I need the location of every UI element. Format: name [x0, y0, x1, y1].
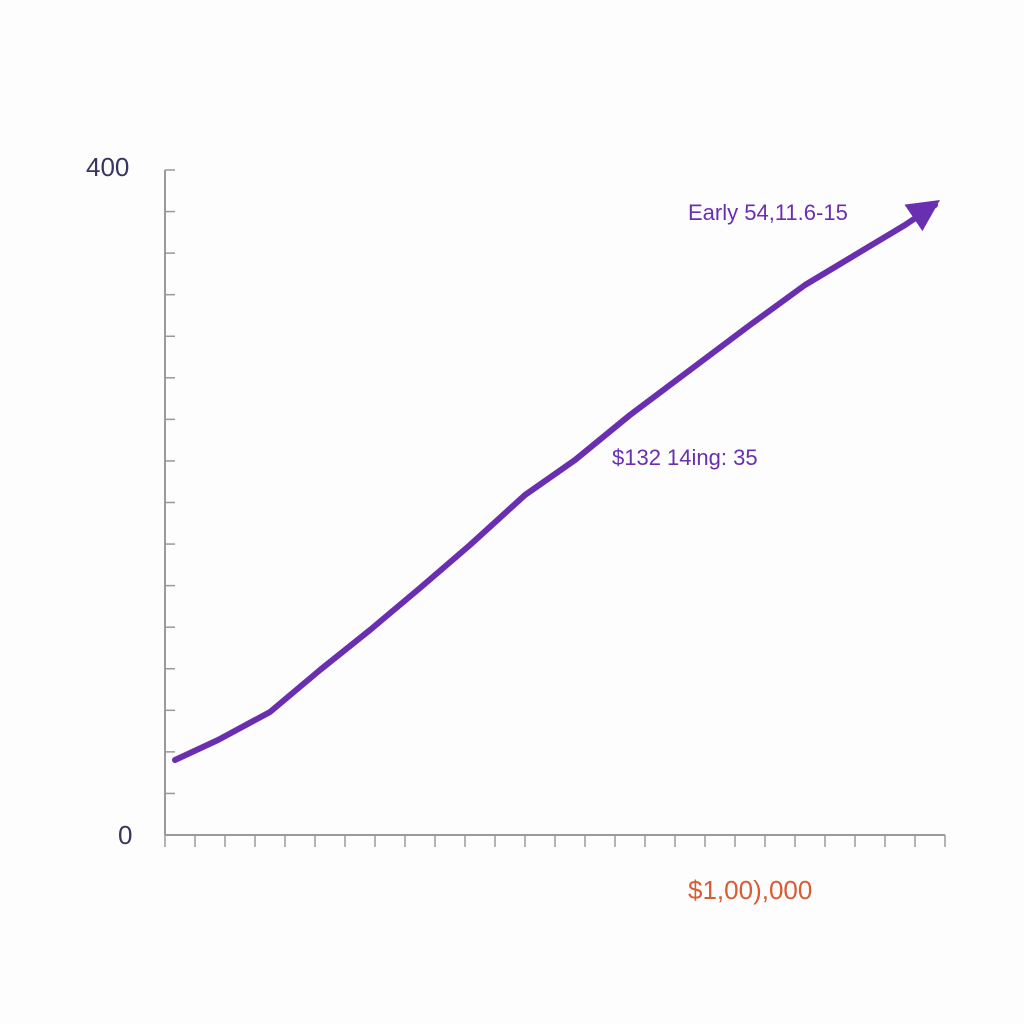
y-axis-label-1: 0 — [118, 820, 132, 851]
chart-annotation-0: Early 54,11.6-15 — [688, 200, 848, 226]
x-axis-label-0: $1,00),000 — [688, 875, 812, 906]
y-axis-label-0: 400 — [86, 152, 129, 183]
chart-annotation-1: $132 14ing: 35 — [612, 445, 758, 471]
chart-canvas — [0, 0, 1024, 1024]
line-chart: 400 0 $1,00),000 Early 54,11.6-15 $132 14ing… — [0, 0, 1024, 1024]
